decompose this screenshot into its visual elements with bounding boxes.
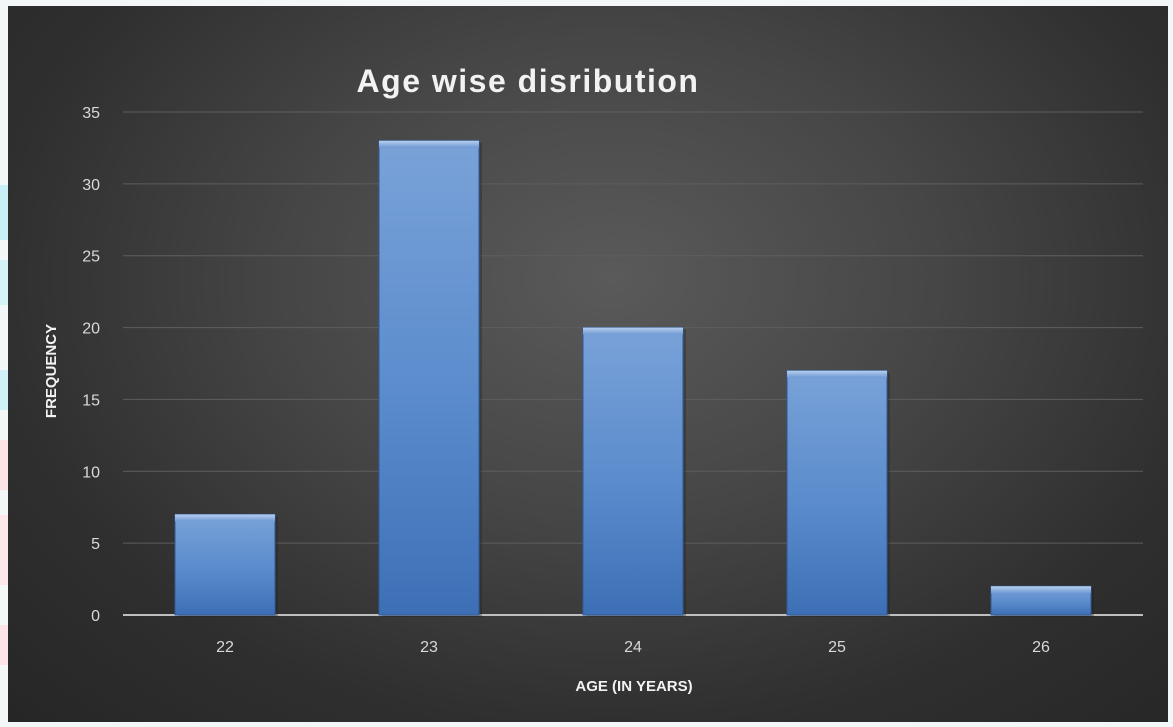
y-tick-label: 15 bbox=[82, 392, 100, 409]
bar-24 bbox=[582, 327, 686, 617]
x-tick-label: 22 bbox=[216, 639, 234, 656]
x-tick-label: 26 bbox=[1032, 639, 1050, 656]
x-tick-label: 25 bbox=[828, 639, 846, 656]
y-tick-label: 10 bbox=[82, 464, 100, 481]
x-axis-title: AGE (IN YEARS) bbox=[575, 678, 692, 695]
bar-top-highlight bbox=[787, 370, 887, 378]
chart-area: 0 5 10 15 20 25 30 35 22 23 24 25 26 Age wise disrib… bbox=[8, 6, 1168, 722]
y-tick-label: 20 bbox=[82, 321, 100, 338]
bar-chart: 0 5 10 15 20 25 30 35 22 23 24 25 26 Age wise disrib… bbox=[43, 63, 1143, 695]
bar bbox=[786, 370, 888, 616]
chart-title: Age wise disribution bbox=[357, 63, 700, 99]
bar-top-highlight bbox=[175, 514, 275, 522]
bar-22 bbox=[174, 513, 278, 617]
x-tick-label: 23 bbox=[420, 639, 438, 656]
bar bbox=[378, 140, 480, 616]
x-tick-label: 24 bbox=[624, 639, 642, 656]
bar bbox=[582, 327, 684, 616]
bar-26 bbox=[990, 585, 1094, 617]
y-axis-title: FREQUENCY bbox=[43, 324, 60, 418]
bar-23 bbox=[378, 140, 482, 617]
bar-top-highlight bbox=[379, 140, 479, 148]
y-tick-label: 30 bbox=[82, 177, 100, 194]
y-tick-label: 35 bbox=[82, 105, 100, 122]
edge-decoration bbox=[0, 185, 10, 665]
y-tick-label: 25 bbox=[82, 249, 100, 266]
y-tick-label: 5 bbox=[91, 536, 100, 553]
bar-top-highlight bbox=[991, 586, 1091, 594]
y-tick-label: 0 bbox=[91, 608, 100, 625]
bar bbox=[174, 513, 276, 616]
bar-25 bbox=[786, 370, 890, 617]
bar-top-highlight bbox=[583, 327, 683, 335]
